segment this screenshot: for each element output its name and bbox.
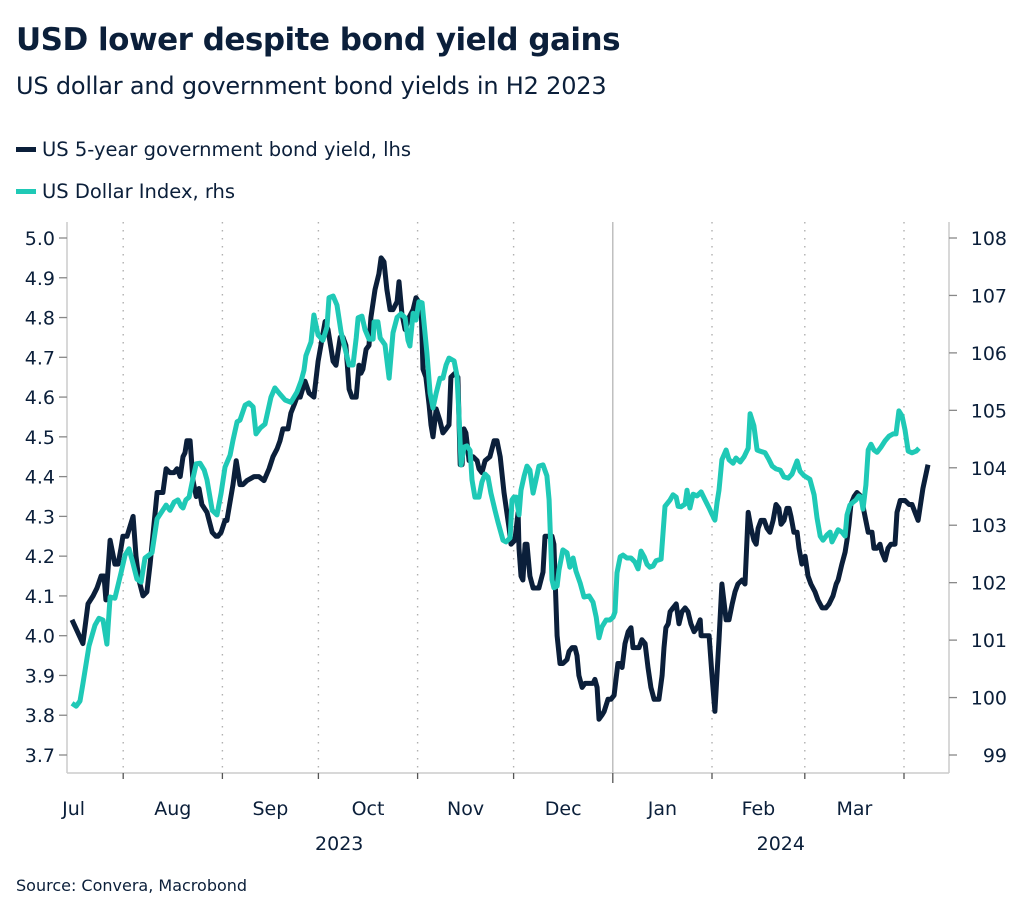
bond-yield-line	[69, 255, 931, 722]
left-y-tick-label: 4.9	[25, 268, 55, 290]
left-y-tick-label: 4.8	[25, 308, 55, 330]
left-y-tick-label: 4.6	[25, 387, 55, 409]
x-month-label: Nov	[447, 798, 484, 820]
right-y-tick-label: 108	[971, 228, 1007, 250]
right-y-tick-label: 104	[971, 458, 1007, 480]
right-y-tick-label: 100	[971, 688, 1007, 710]
left-y-tick-label: 4.3	[25, 506, 55, 528]
legend-label-dollar-index: US Dollar Index, rhs	[42, 179, 236, 203]
x-axis: Jul Aug Sep Oct Nov Dec Jan Feb Mar 2023 2024	[61, 773, 905, 855]
right-y-tick-label: 103	[971, 515, 1007, 537]
legend: US 5-year government bond yield, lhs US …	[16, 128, 411, 212]
left-y-tick-label: 4.5	[25, 427, 55, 449]
left-y-tick-label: 3.7	[25, 745, 55, 767]
left-y-tick-label: 4.7	[25, 347, 55, 369]
right-y-tick-label: 107	[971, 285, 1007, 307]
x-month-label: Dec	[545, 798, 582, 820]
right-y-tick-label: 105	[971, 400, 1007, 422]
left-y-tick-label: 3.8	[25, 705, 55, 727]
left-y-tick-label: 4.1	[25, 586, 55, 608]
legend-item-bond-yield: US 5-year government bond yield, lhs	[16, 128, 411, 170]
right-y-tick-label: 99	[983, 745, 1007, 767]
plot-frame	[66, 222, 950, 774]
source-note: Source: Convera, Macrobond	[16, 876, 248, 895]
x-year-label: 2023	[315, 833, 363, 855]
left-y-tick-label: 5.0	[25, 228, 55, 250]
legend-item-dollar-index: US Dollar Index, rhs	[16, 170, 411, 212]
gridlines	[122, 222, 905, 773]
left-y-tick-label: 4.2	[25, 546, 55, 568]
x-month-label: Jul	[61, 798, 85, 820]
legend-swatch-bond-yield	[16, 146, 36, 152]
x-month-label: Feb	[742, 798, 776, 820]
left-y-tick-label: 3.9	[25, 665, 55, 687]
left-y-tick-label: 4.0	[25, 626, 55, 648]
x-month-label: Sep	[252, 798, 288, 820]
right-y-tick-label: 106	[971, 343, 1007, 365]
right-y-axis: 108 107 106 105 104 103 102 101 100 99	[949, 228, 1007, 767]
series-lines	[69, 255, 931, 722]
dollar-index-line	[70, 293, 921, 709]
x-month-label: Mar	[836, 798, 872, 820]
left-y-tick-label: 4.4	[25, 467, 55, 489]
left-y-axis: 5.0 4.9 4.8 4.7 4.6 4.5 4.4 4.3 4.2 4.1 4.0 3.9 3.8 3…	[25, 228, 67, 767]
x-month-label: Aug	[154, 798, 191, 820]
chart-title: USD lower despite bond yield gains	[16, 22, 621, 58]
x-month-label: Jan	[647, 798, 677, 820]
x-month-label: Oct	[352, 798, 385, 820]
right-y-tick-label: 101	[971, 630, 1007, 652]
legend-swatch-dollar-index	[16, 188, 36, 194]
x-year-label: 2024	[757, 833, 805, 855]
chart-subtitle: US dollar and government bond yields in …	[16, 72, 607, 100]
right-y-tick-label: 102	[971, 573, 1007, 595]
legend-label-bond-yield: US 5-year government bond yield, lhs	[42, 137, 412, 161]
